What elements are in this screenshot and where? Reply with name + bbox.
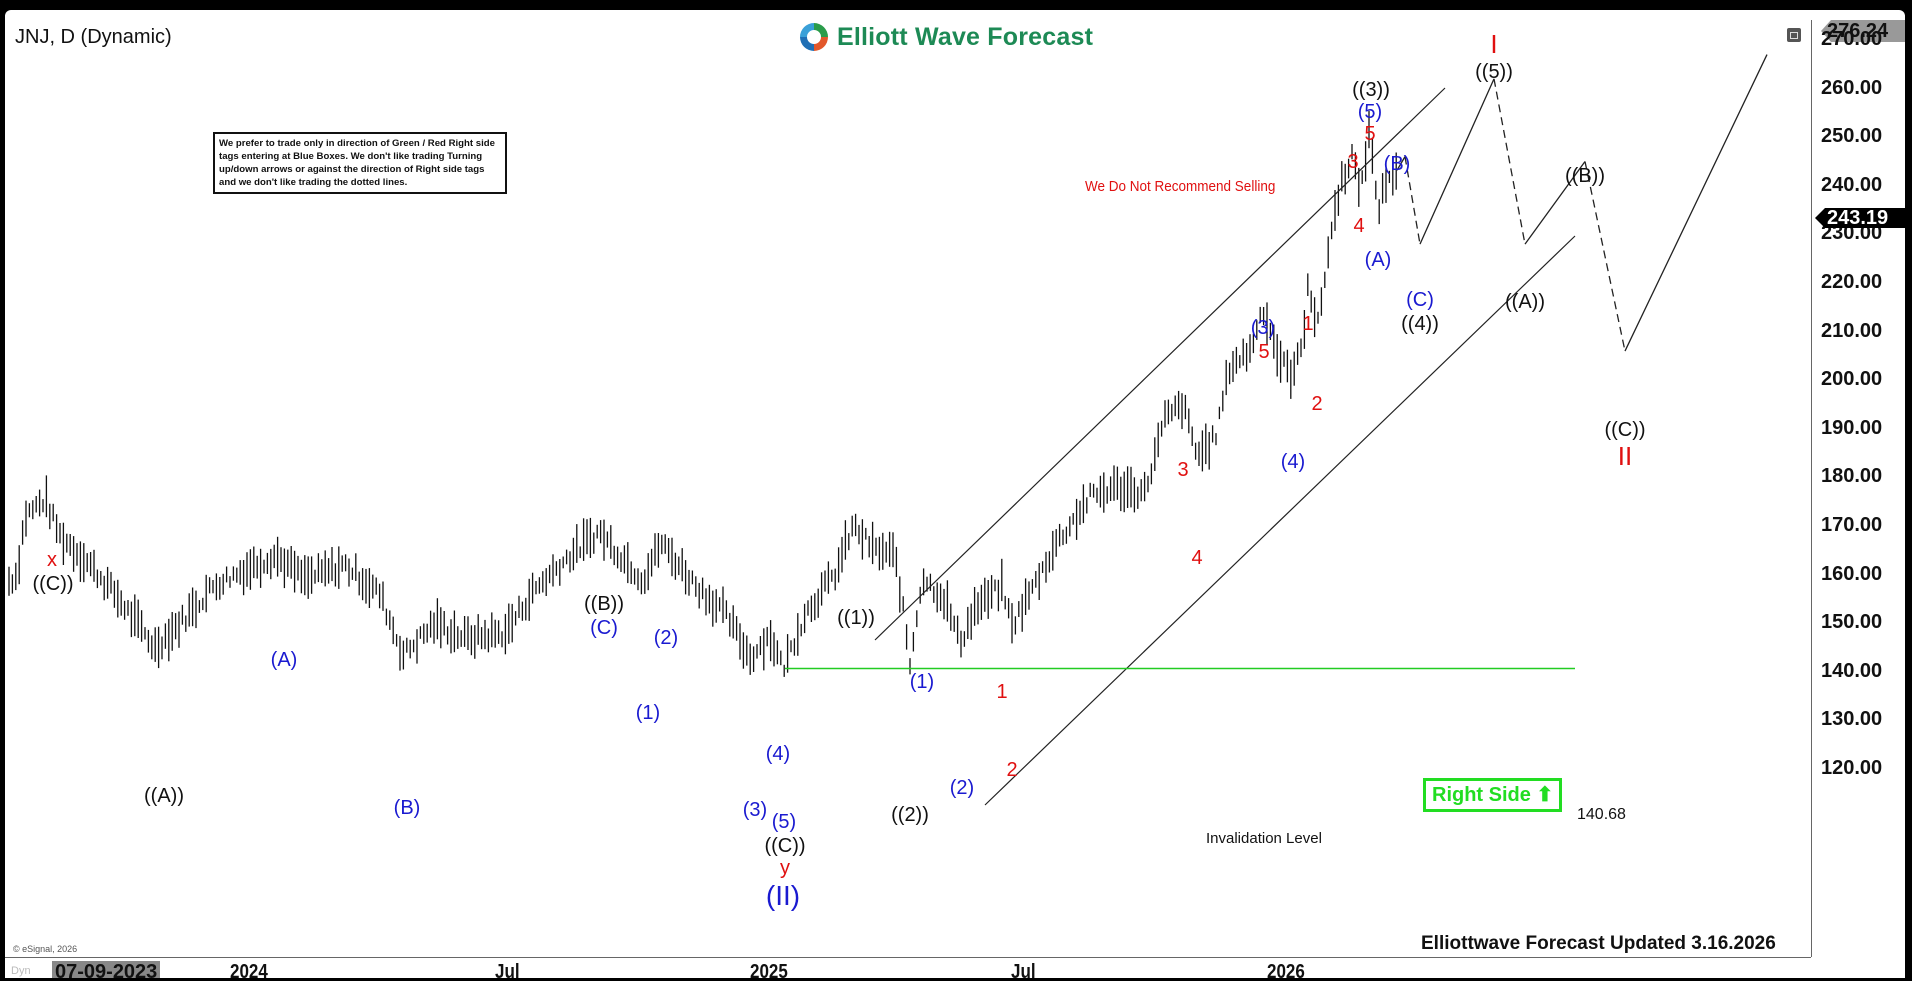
last-price-tag: 243.19 xyxy=(1815,208,1905,228)
wave-label: ((B)) xyxy=(584,593,624,615)
trading-notice: We prefer to trade only in direction of … xyxy=(213,132,507,194)
chart-title: JNJ, D (Dynamic) xyxy=(15,26,172,48)
wave-label: (C) xyxy=(590,617,618,639)
wave-label: (1) xyxy=(635,702,661,724)
wave-label: ((A)) xyxy=(1505,291,1545,313)
wave-label: (2) xyxy=(653,627,679,649)
price-bars xyxy=(8,110,1397,677)
right-side-label: Right Side xyxy=(1432,784,1531,806)
not-selling-note: We Do Not Recommend Selling xyxy=(1085,178,1276,195)
arrow-up-icon: ⬆ xyxy=(1536,784,1554,806)
updated-label: Elliottwave Forecast Updated 3.16.2026 xyxy=(1421,933,1776,954)
wave-label: 2 xyxy=(1006,759,1018,781)
restore-window-icon[interactable] xyxy=(1787,28,1801,42)
wave-label: (5) xyxy=(1357,101,1383,123)
brand-logo: Elliott Wave Forecast xyxy=(797,20,1093,54)
wave-label: ((3)) xyxy=(1352,79,1390,101)
wave-label: ((5)) xyxy=(1475,61,1513,83)
wave-label: (2) xyxy=(949,777,975,799)
wave-label: 1 xyxy=(996,681,1008,703)
wave-label: (3) xyxy=(1250,317,1276,339)
price-tick: 120.00 xyxy=(1821,757,1883,779)
wave-label: 4 xyxy=(1191,547,1203,569)
wave-label: 2 xyxy=(1311,393,1323,415)
wave-label: 4 xyxy=(1353,215,1365,237)
time-axis[interactable] xyxy=(5,957,1811,978)
price-tick: 220.00 xyxy=(1821,271,1883,293)
wave-label: 3 xyxy=(1347,151,1359,173)
dyn-label: Dyn xyxy=(11,965,31,977)
price-tick: 210.00 xyxy=(1821,319,1883,342)
wave-label: I xyxy=(1490,29,1498,59)
price-tick: 150.00 xyxy=(1821,611,1883,634)
logo-text: Elliott Wave Forecast xyxy=(837,22,1094,51)
wave-label: II xyxy=(1617,441,1633,471)
top-price-tag: 276.24 xyxy=(1821,20,1905,42)
start-date-box: 07-09-2023 xyxy=(52,961,161,978)
right-side-tag: Right Side ⬆ xyxy=(1423,778,1563,812)
wave-label: ((1)) xyxy=(837,607,875,629)
wave-label: 1 xyxy=(1302,313,1314,335)
wave-label: (A) xyxy=(1364,249,1392,271)
wave-label: x xyxy=(47,549,57,571)
wave-label: (A) xyxy=(270,649,298,671)
wave-label: (B) xyxy=(393,797,421,819)
time-label-jul-2024: Jul xyxy=(495,961,520,978)
wave-label: (4) xyxy=(1280,451,1306,473)
price-tick: 270.00 xyxy=(1821,28,1883,50)
price-tick: 130.00 xyxy=(1821,708,1883,731)
wave-label: ((C)) xyxy=(764,835,806,857)
wave-label: (4) xyxy=(765,743,791,765)
time-label-2026: 2026 xyxy=(1267,961,1305,978)
price-axis-line xyxy=(1811,20,1812,957)
wave-label: (5) xyxy=(771,811,797,833)
wave-label: ((A)) xyxy=(144,785,184,807)
logo-icon xyxy=(800,23,828,51)
wave-label: ((B)) xyxy=(1565,165,1605,187)
time-label-jul-2025: Jul xyxy=(1011,961,1036,978)
price-tick: 240.00 xyxy=(1821,173,1883,196)
price-tick: 170.00 xyxy=(1821,514,1883,536)
time-label-2025: 2025 xyxy=(750,961,788,978)
price-tick: 200.00 xyxy=(1821,368,1883,391)
invalidation-value: 140.68 xyxy=(1577,806,1626,823)
price-chart[interactable] xyxy=(5,10,1905,978)
wave-label: ((C)) xyxy=(1604,419,1646,441)
wave-label: ((4)) xyxy=(1401,313,1439,335)
price-tick: 260.00 xyxy=(1821,76,1883,99)
wave-label: 5 xyxy=(1364,123,1376,145)
wave-label: ((2)) xyxy=(891,804,929,826)
esignal-copyright: © eSignal, 2026 xyxy=(13,944,78,954)
wave-label: ((C)) xyxy=(32,573,74,595)
chart-window: JNJ, D (Dynamic) Elliott Wave Forecast W… xyxy=(5,10,1905,978)
wave-label: (C) xyxy=(1406,289,1434,311)
wave-label: (3) xyxy=(742,799,768,821)
price-tick: 180.00 xyxy=(1821,465,1883,488)
time-label-2024: 2024 xyxy=(230,961,268,978)
wave-label: y xyxy=(780,857,790,879)
price-tick: 190.00 xyxy=(1821,416,1883,439)
invalidation-label: Invalidation Level xyxy=(1206,830,1322,847)
price-tick: 140.00 xyxy=(1821,659,1883,682)
wave-label: 5 xyxy=(1258,341,1270,363)
price-tick: 160.00 xyxy=(1821,562,1883,585)
wave-label: (B) xyxy=(1383,153,1411,175)
wave-label: (1) xyxy=(909,671,935,693)
price-tick: 250.00 xyxy=(1821,125,1883,148)
wave-label: 3 xyxy=(1177,459,1189,481)
wave-label: (II) xyxy=(765,880,801,911)
